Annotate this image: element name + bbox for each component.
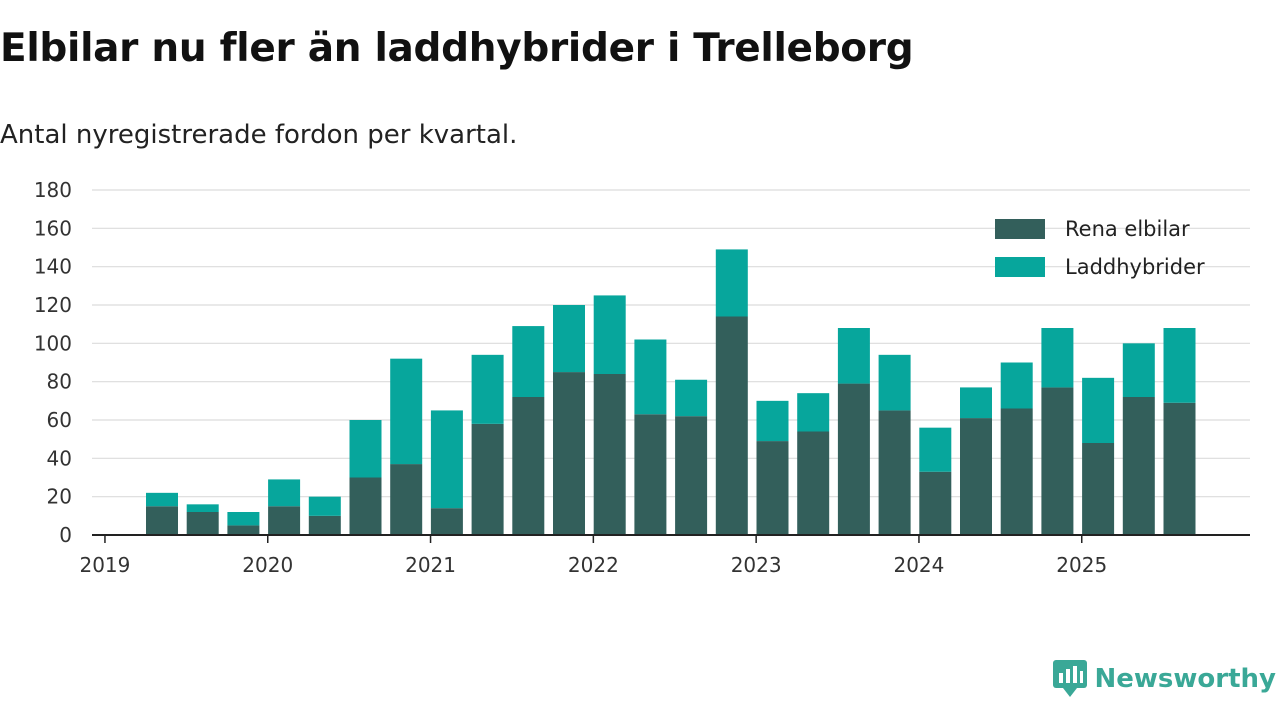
- bar-rena-elbilar-2020Q2: [308, 515, 341, 535]
- bar-rena-elbilar-2024Q1: [919, 471, 952, 535]
- bar-laddhybrider-2022Q4: [715, 249, 748, 317]
- bar-laddhybrider-2023Q3: [837, 328, 870, 384]
- y-tick-label: 120: [34, 293, 72, 317]
- x-tick-label: 2023: [731, 553, 782, 577]
- bar-laddhybrider-2021Q2: [471, 354, 504, 424]
- legend-swatch-laddhybrider: [995, 257, 1045, 277]
- bar-rena-elbilar-2021Q4: [553, 372, 585, 535]
- bar-rena-elbilar-2024Q4: [1041, 387, 1074, 535]
- y-tick-label: 60: [47, 408, 72, 432]
- bar-laddhybrider-2023Q2: [797, 393, 830, 432]
- bar-rena-elbilar-2020Q3: [349, 477, 382, 535]
- bars: [146, 249, 1196, 535]
- x-tick-label: 2025: [1056, 553, 1107, 577]
- bar-rena-elbilar-2021Q3: [512, 397, 545, 535]
- bar-rena-elbilar-2022Q1: [593, 374, 626, 535]
- newsworthy-logo-icon: [1052, 660, 1087, 697]
- legend-label-rena-elbilar: Rena elbilar: [1065, 217, 1190, 241]
- bar-rena-elbilar-2019Q2: [146, 506, 178, 535]
- axes: 0 20 40 60 80 100 120 140 160 180 2019 2020 2021 2022…: [34, 178, 1250, 577]
- x-tick-label: 2022: [568, 553, 619, 577]
- y-tick-label: 100: [34, 331, 72, 355]
- bar-rena-elbilar-2020Q4: [390, 464, 423, 535]
- bar-rena-elbilar-2024Q2: [960, 418, 992, 535]
- chart-subtitle: Antal nyregistrerade fordon per kvartal.: [0, 120, 518, 150]
- y-tick-label: 80: [47, 370, 72, 394]
- bar-rena-elbilar-2022Q3: [675, 416, 708, 535]
- bar-rena-elbilar-2021Q1: [430, 508, 463, 535]
- bar-laddhybrider-2020Q1: [268, 479, 301, 507]
- brand-logo: Newsworthy: [1052, 660, 1276, 698]
- bar-laddhybrider-2022Q3: [675, 379, 708, 417]
- bar-rena-elbilar-2019Q4: [227, 525, 260, 535]
- bar-laddhybrider-2019Q4: [227, 512, 260, 526]
- legend-label-laddhybrider: Laddhybrider: [1065, 255, 1205, 279]
- y-tick-label: 40: [47, 446, 72, 470]
- legend-swatch-rena-elbilar: [995, 219, 1045, 239]
- bar-laddhybrider-2021Q3: [512, 326, 545, 397]
- y-tick-label: 0: [59, 523, 72, 547]
- bar-rena-elbilar-2025Q1: [1082, 443, 1115, 535]
- x-tick-label: 2021: [405, 553, 456, 577]
- bar-laddhybrider-2024Q2: [960, 387, 992, 419]
- bar-rena-elbilar-2024Q3: [1000, 408, 1033, 535]
- bar-laddhybrider-2019Q3: [186, 504, 219, 512]
- bar-laddhybrider-2022Q2: [634, 339, 667, 415]
- bar-laddhybrider-2020Q2: [308, 496, 341, 516]
- bar-rena-elbilar-2023Q1: [756, 441, 789, 535]
- bar-laddhybrider-2022Q1: [593, 295, 626, 374]
- bar-rena-elbilar-2021Q2: [471, 423, 504, 535]
- bar-rena-elbilar-2022Q4: [715, 316, 748, 535]
- bar-laddhybrider-2024Q4: [1041, 328, 1074, 388]
- bar-rena-elbilar-2023Q2: [797, 431, 830, 535]
- bar-laddhybrider-2023Q1: [756, 400, 789, 442]
- bar-laddhybrider-2021Q4: [553, 305, 585, 373]
- bar-rena-elbilar-2020Q1: [268, 506, 301, 535]
- bar-laddhybrider-2019Q2: [146, 492, 178, 507]
- y-tick-label: 180: [34, 178, 72, 202]
- bar-laddhybrider-2025Q2: [1122, 343, 1155, 397]
- bar-laddhybrider-2023Q4: [878, 354, 911, 411]
- bar-rena-elbilar-2025Q3: [1163, 402, 1196, 535]
- bar-laddhybrider-2024Q3: [1000, 362, 1033, 409]
- x-tick-label: 2024: [893, 553, 944, 577]
- x-tick-label: 2019: [79, 553, 130, 577]
- bar-rena-elbilar-2023Q4: [878, 410, 911, 535]
- y-tick-label: 140: [34, 255, 72, 279]
- legend: Rena elbilar Laddhybrider: [995, 217, 1205, 279]
- bar-rena-elbilar-2023Q3: [837, 383, 870, 535]
- chart-title: Elbilar nu fler än laddhybrider i Trelle…: [0, 26, 914, 71]
- x-tick-label: 2020: [242, 553, 293, 577]
- bar-rena-elbilar-2025Q2: [1122, 397, 1155, 535]
- bar-laddhybrider-2020Q3: [349, 420, 382, 478]
- bar-rena-elbilar-2022Q2: [634, 414, 667, 535]
- y-tick-label: 20: [47, 485, 72, 509]
- bar-laddhybrider-2020Q4: [390, 358, 423, 465]
- bar-laddhybrider-2025Q1: [1082, 377, 1115, 443]
- bar-rena-elbilar-2019Q3: [186, 512, 219, 535]
- y-tick-label: 160: [34, 216, 72, 240]
- bar-laddhybrider-2024Q1: [919, 427, 952, 472]
- stacked-bar-chart: 0 20 40 60 80 100 120 140 160 180 2019 2020 2021 2022…: [34, 178, 1250, 577]
- bar-laddhybrider-2025Q3: [1163, 328, 1196, 403]
- brand-name: Newsworthy: [1094, 664, 1276, 694]
- bar-laddhybrider-2021Q1: [430, 410, 463, 509]
